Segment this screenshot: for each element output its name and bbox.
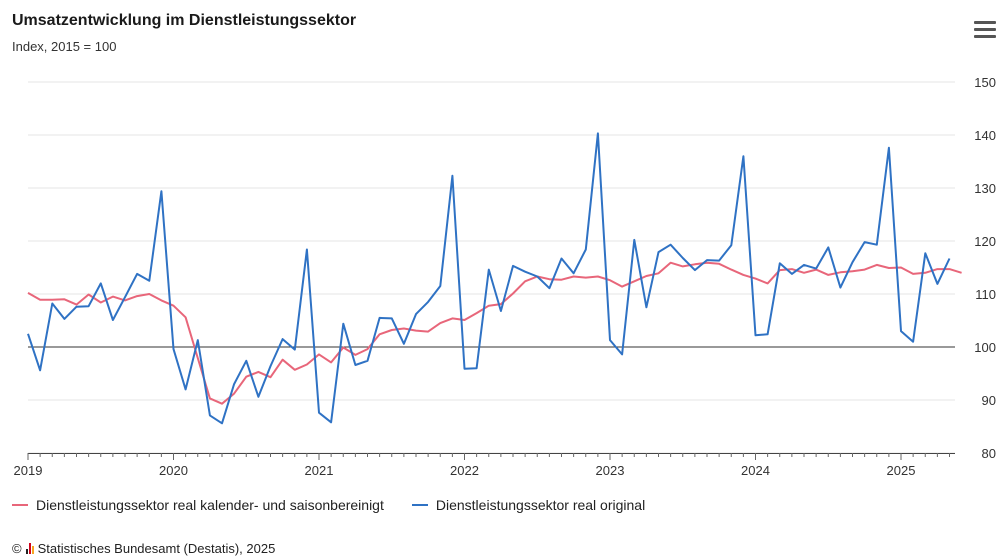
legend: Dienstleistungssektor real kalender- und… <box>12 497 645 513</box>
y-tick-label: 120 <box>974 234 996 249</box>
x-tick-label: 2021 <box>305 463 334 478</box>
y-tick-label: 140 <box>974 128 996 143</box>
menu-bar <box>974 35 996 38</box>
series-line-original <box>27 132 951 425</box>
credits: © Statistisches Bundesamt (Destatis), 20… <box>12 541 275 556</box>
chart-title: Umsatzentwicklung im Dienstleistungssekt… <box>12 12 357 29</box>
legend-swatch-original <box>411 504 428 506</box>
legend-swatch-adjusted <box>12 504 28 506</box>
y-tick-label: 110 <box>975 287 996 302</box>
x-tick-label: 2020 <box>159 463 188 478</box>
y-tick-label: 130 <box>974 181 996 196</box>
y-tick-label: 100 <box>974 340 996 355</box>
destatis-logo-icon <box>25 543 34 554</box>
y-tick-label: 90 <box>982 393 996 408</box>
legend-label-original: Dienstleistungssektor real original <box>435 497 646 513</box>
x-tick-label: 2025 <box>887 463 916 478</box>
series-line-adjusted <box>27 261 962 405</box>
chart-subtitle: Index, 2015 = 100 <box>12 39 117 54</box>
menu-bar <box>974 21 996 24</box>
copyright-symbol: © <box>12 541 22 556</box>
y-tick-label: 80 <box>982 446 996 461</box>
legend-item-original[interactable]: Dienstleistungssektor real original <box>411 497 646 513</box>
legend-label-adjusted: Dienstleistungssektor real kalender- und… <box>36 497 384 513</box>
x-tick-label: 2022 <box>450 463 479 478</box>
x-tick-label: 2023 <box>596 463 625 478</box>
menu-bar <box>974 28 996 31</box>
x-tick-label: 2024 <box>741 463 770 478</box>
hamburger-menu-icon[interactable] <box>974 21 996 41</box>
y-tick-label: 150 <box>974 75 996 90</box>
x-tick-label: 2019 <box>14 463 43 478</box>
legend-item-adjusted[interactable]: Dienstleistungssektor real kalender- und… <box>12 497 384 513</box>
credits-text: Statistisches Bundesamt (Destatis), 2025 <box>37 541 276 556</box>
